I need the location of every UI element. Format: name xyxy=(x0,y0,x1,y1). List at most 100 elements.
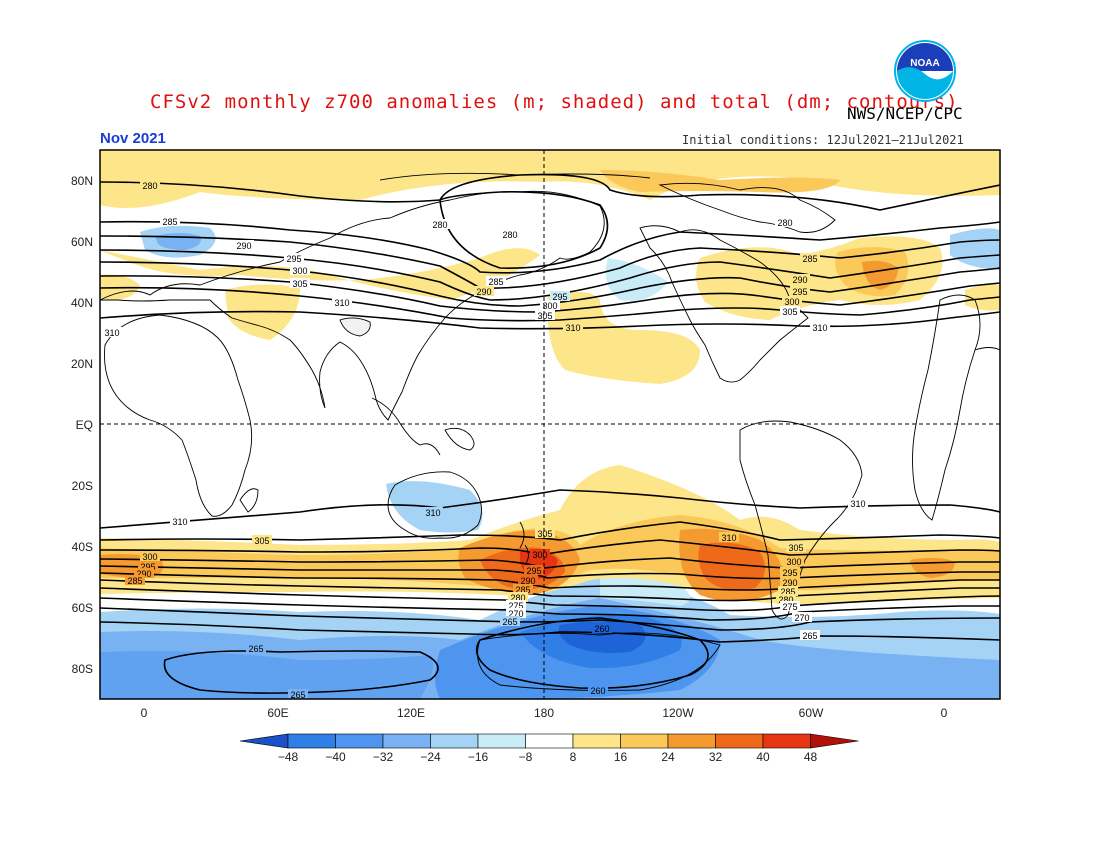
contour-label: 305 xyxy=(788,543,803,553)
contour-label: 295 xyxy=(782,568,797,578)
colorbar-tick-label: 16 xyxy=(614,750,628,764)
contour-label: 285 xyxy=(780,587,795,597)
contour-labels: 280 280 280 280 285 285 285 290 290 290 … xyxy=(102,180,868,700)
contour-label: 300 xyxy=(786,557,801,567)
colorbar-cell xyxy=(477,733,526,749)
contour-label: 280 xyxy=(432,220,447,230)
colorbar-tick-label: 8 xyxy=(570,750,577,764)
contour-label: 300 xyxy=(542,301,557,311)
contour-label: 310 xyxy=(104,328,119,338)
contour-label: 290 xyxy=(782,578,797,588)
colorbar-tick-label: −32 xyxy=(373,750,394,764)
contour-label: 260 xyxy=(594,624,609,634)
contour-label: 300 xyxy=(142,552,157,562)
colorbar-cell xyxy=(715,733,764,749)
contour-label: 290 xyxy=(476,287,491,297)
contour-label: 295 xyxy=(140,562,155,572)
longitude-axis: 0 60E 120E 180 120W 60W 0 xyxy=(141,706,948,720)
contour-label: 265 xyxy=(502,617,517,627)
contour-label: 290 xyxy=(236,241,251,251)
contour-label: 285 xyxy=(162,217,177,227)
contour-label: 270 xyxy=(508,609,523,619)
contour-label: 285 xyxy=(802,254,817,264)
lon-label: 60E xyxy=(267,706,288,720)
contour-label: 280 xyxy=(502,230,517,240)
colorbar-ticks: −48 −40 −32 −24 −16 −8 8 16 24 32 40 48 xyxy=(278,750,818,764)
colorbar-tick-label: −16 xyxy=(468,750,489,764)
contour-label: 295 xyxy=(552,292,567,302)
colorbar-cell xyxy=(382,733,431,749)
lon-label: 0 xyxy=(141,706,148,720)
lat-label: 40N xyxy=(71,296,93,310)
map-area: 280 280 280 280 285 285 285 290 290 290 … xyxy=(100,150,1000,700)
noaa-logo-icon: NOAA xyxy=(894,40,956,102)
contour-label: 300 xyxy=(532,550,547,560)
lon-label: 0 xyxy=(941,706,948,720)
colorbar-tick-label: 24 xyxy=(661,750,675,764)
colorbar: −48 −40 −32 −24 −16 −8 8 16 24 32 40 48 xyxy=(239,733,859,764)
contour-label: 310 xyxy=(565,323,580,333)
colorbar-max-arrow xyxy=(810,733,859,749)
lat-label: 60N xyxy=(71,235,93,249)
contour-label: 310 xyxy=(850,499,865,509)
colorbar-tick-label: −8 xyxy=(519,750,533,764)
colorbar-min-arrow xyxy=(239,733,289,749)
contour-label: 305 xyxy=(782,307,797,317)
forecast-period: Nov 2021 xyxy=(100,130,166,147)
contour-label: 305 xyxy=(537,529,552,539)
contour-label: 280 xyxy=(142,181,157,191)
contour-label: 305 xyxy=(254,536,269,546)
contour-label: 275 xyxy=(782,602,797,612)
contour-label: 290 xyxy=(520,576,535,586)
contour-label: 290 xyxy=(792,275,807,285)
colorbar-tick-label: 40 xyxy=(756,750,770,764)
contour-label: 260 xyxy=(590,686,605,696)
contour-label: 310 xyxy=(334,298,349,308)
lon-label: 60W xyxy=(799,706,824,720)
lat-label: 80N xyxy=(71,174,93,188)
colorbar-cell xyxy=(430,733,479,749)
lat-label: 40S xyxy=(72,540,93,554)
contour-label: 265 xyxy=(248,644,263,654)
contour-label: 270 xyxy=(794,613,809,623)
contour-label: 275 xyxy=(508,601,523,611)
colorbar-tick-label: −24 xyxy=(420,750,441,764)
contour-label: 295 xyxy=(792,287,807,297)
lat-label: EQ xyxy=(76,418,93,432)
contour-label: 300 xyxy=(784,297,799,307)
contour-label: 265 xyxy=(290,690,305,700)
contour-label: 310 xyxy=(721,533,736,543)
contour-label: 305 xyxy=(292,279,307,289)
contour-label: 265 xyxy=(802,631,817,641)
lat-label: 80S xyxy=(72,662,93,676)
contour-label: 285 xyxy=(127,576,142,586)
contour-label: 310 xyxy=(812,323,827,333)
latitude-axis: 80N 60N 40N 20N EQ 20S 40S 60S 80S xyxy=(71,174,93,676)
lat-label: 20N xyxy=(71,357,93,371)
colorbar-cell xyxy=(762,733,811,749)
map-frame xyxy=(99,149,1001,700)
colorbar-cell xyxy=(572,733,621,749)
colorbar-cell xyxy=(287,733,336,749)
contour-label: 280 xyxy=(510,593,525,603)
contour-label: 300 xyxy=(292,266,307,276)
colorbar-tick-label: 48 xyxy=(804,750,818,764)
lon-label: 120E xyxy=(397,706,425,720)
contour-label: 310 xyxy=(425,508,440,518)
colorbar-tick-label: −40 xyxy=(325,750,346,764)
colorbar-cells xyxy=(239,733,859,749)
colorbar-cell xyxy=(525,733,574,749)
contour-label: 280 xyxy=(778,595,793,605)
lat-label: 60S xyxy=(72,601,93,615)
colorbar-tick-label: −48 xyxy=(278,750,299,764)
lon-label: 180 xyxy=(534,706,554,720)
colorbar-cell xyxy=(335,733,384,749)
contour-label: 295 xyxy=(526,566,541,576)
contour-label: 285 xyxy=(488,277,503,287)
initial-conditions: Initial conditions: 12Jul2021–21Jul2021 xyxy=(682,133,964,147)
contour-label: 295 xyxy=(286,254,301,264)
contour-label: 285 xyxy=(515,585,530,595)
contour-label: 305 xyxy=(537,311,552,321)
lon-label: 120W xyxy=(662,706,694,720)
contour-label: 290 xyxy=(136,569,151,579)
